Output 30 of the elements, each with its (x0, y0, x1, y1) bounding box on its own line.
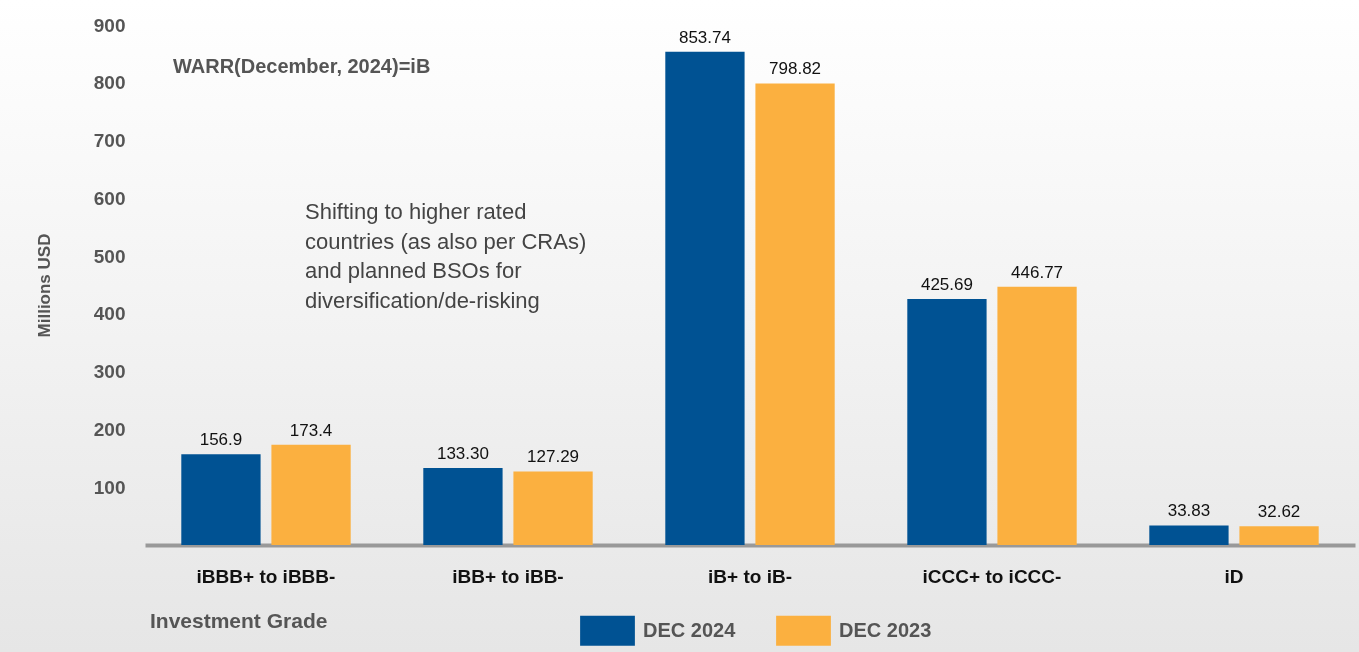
y-tick-label: 100 (93, 476, 126, 498)
y-tick-label: 800 (93, 72, 126, 94)
x-tick-label: iBB+ to iBB- (452, 565, 564, 587)
data-label: 798.82 (769, 59, 822, 79)
x-tick-label: iCCC+ to iCCC- (922, 565, 1062, 587)
data-label: 133.30 (436, 443, 489, 463)
y-tick-label: 500 (93, 245, 126, 267)
x-tick-label: iBBB+ to iBBB- (196, 565, 336, 587)
data-label: 173.4 (289, 420, 333, 440)
y-axis-title: Millions USD (34, 233, 54, 338)
y-tick-label: 900 (93, 14, 126, 36)
annotation: Shifting to higher rated countries (as also per CRAs) and planned BSOs for diversification/de-risking (305, 199, 587, 314)
y-tick-label: 200 (93, 418, 126, 440)
y-tick-label: 300 (93, 361, 126, 383)
text: Investment Grade (150, 609, 328, 632)
data-label: 127.29 (527, 447, 580, 467)
x-tick-label: iB+ to iB- (708, 565, 792, 587)
data-label: 32.62 (1257, 502, 1301, 522)
data-label: 446.77 (1011, 262, 1064, 282)
y-tick-label: 600 (93, 187, 126, 209)
data-label: 425.69 (920, 275, 973, 295)
data-label: 33.83 (1167, 501, 1211, 521)
legend-label: DEC 2023 (839, 618, 932, 641)
annotation: WARR(December, 2024)=iB (173, 55, 431, 77)
y-tick-label: 400 (93, 303, 126, 325)
data-label: 156.9 (199, 430, 243, 450)
x-tick-label: iD (1224, 565, 1244, 587)
legend-label: DEC 2024 (643, 618, 737, 641)
y-tick-label: 700 (93, 130, 126, 152)
data-label: 853.74 (678, 27, 731, 47)
